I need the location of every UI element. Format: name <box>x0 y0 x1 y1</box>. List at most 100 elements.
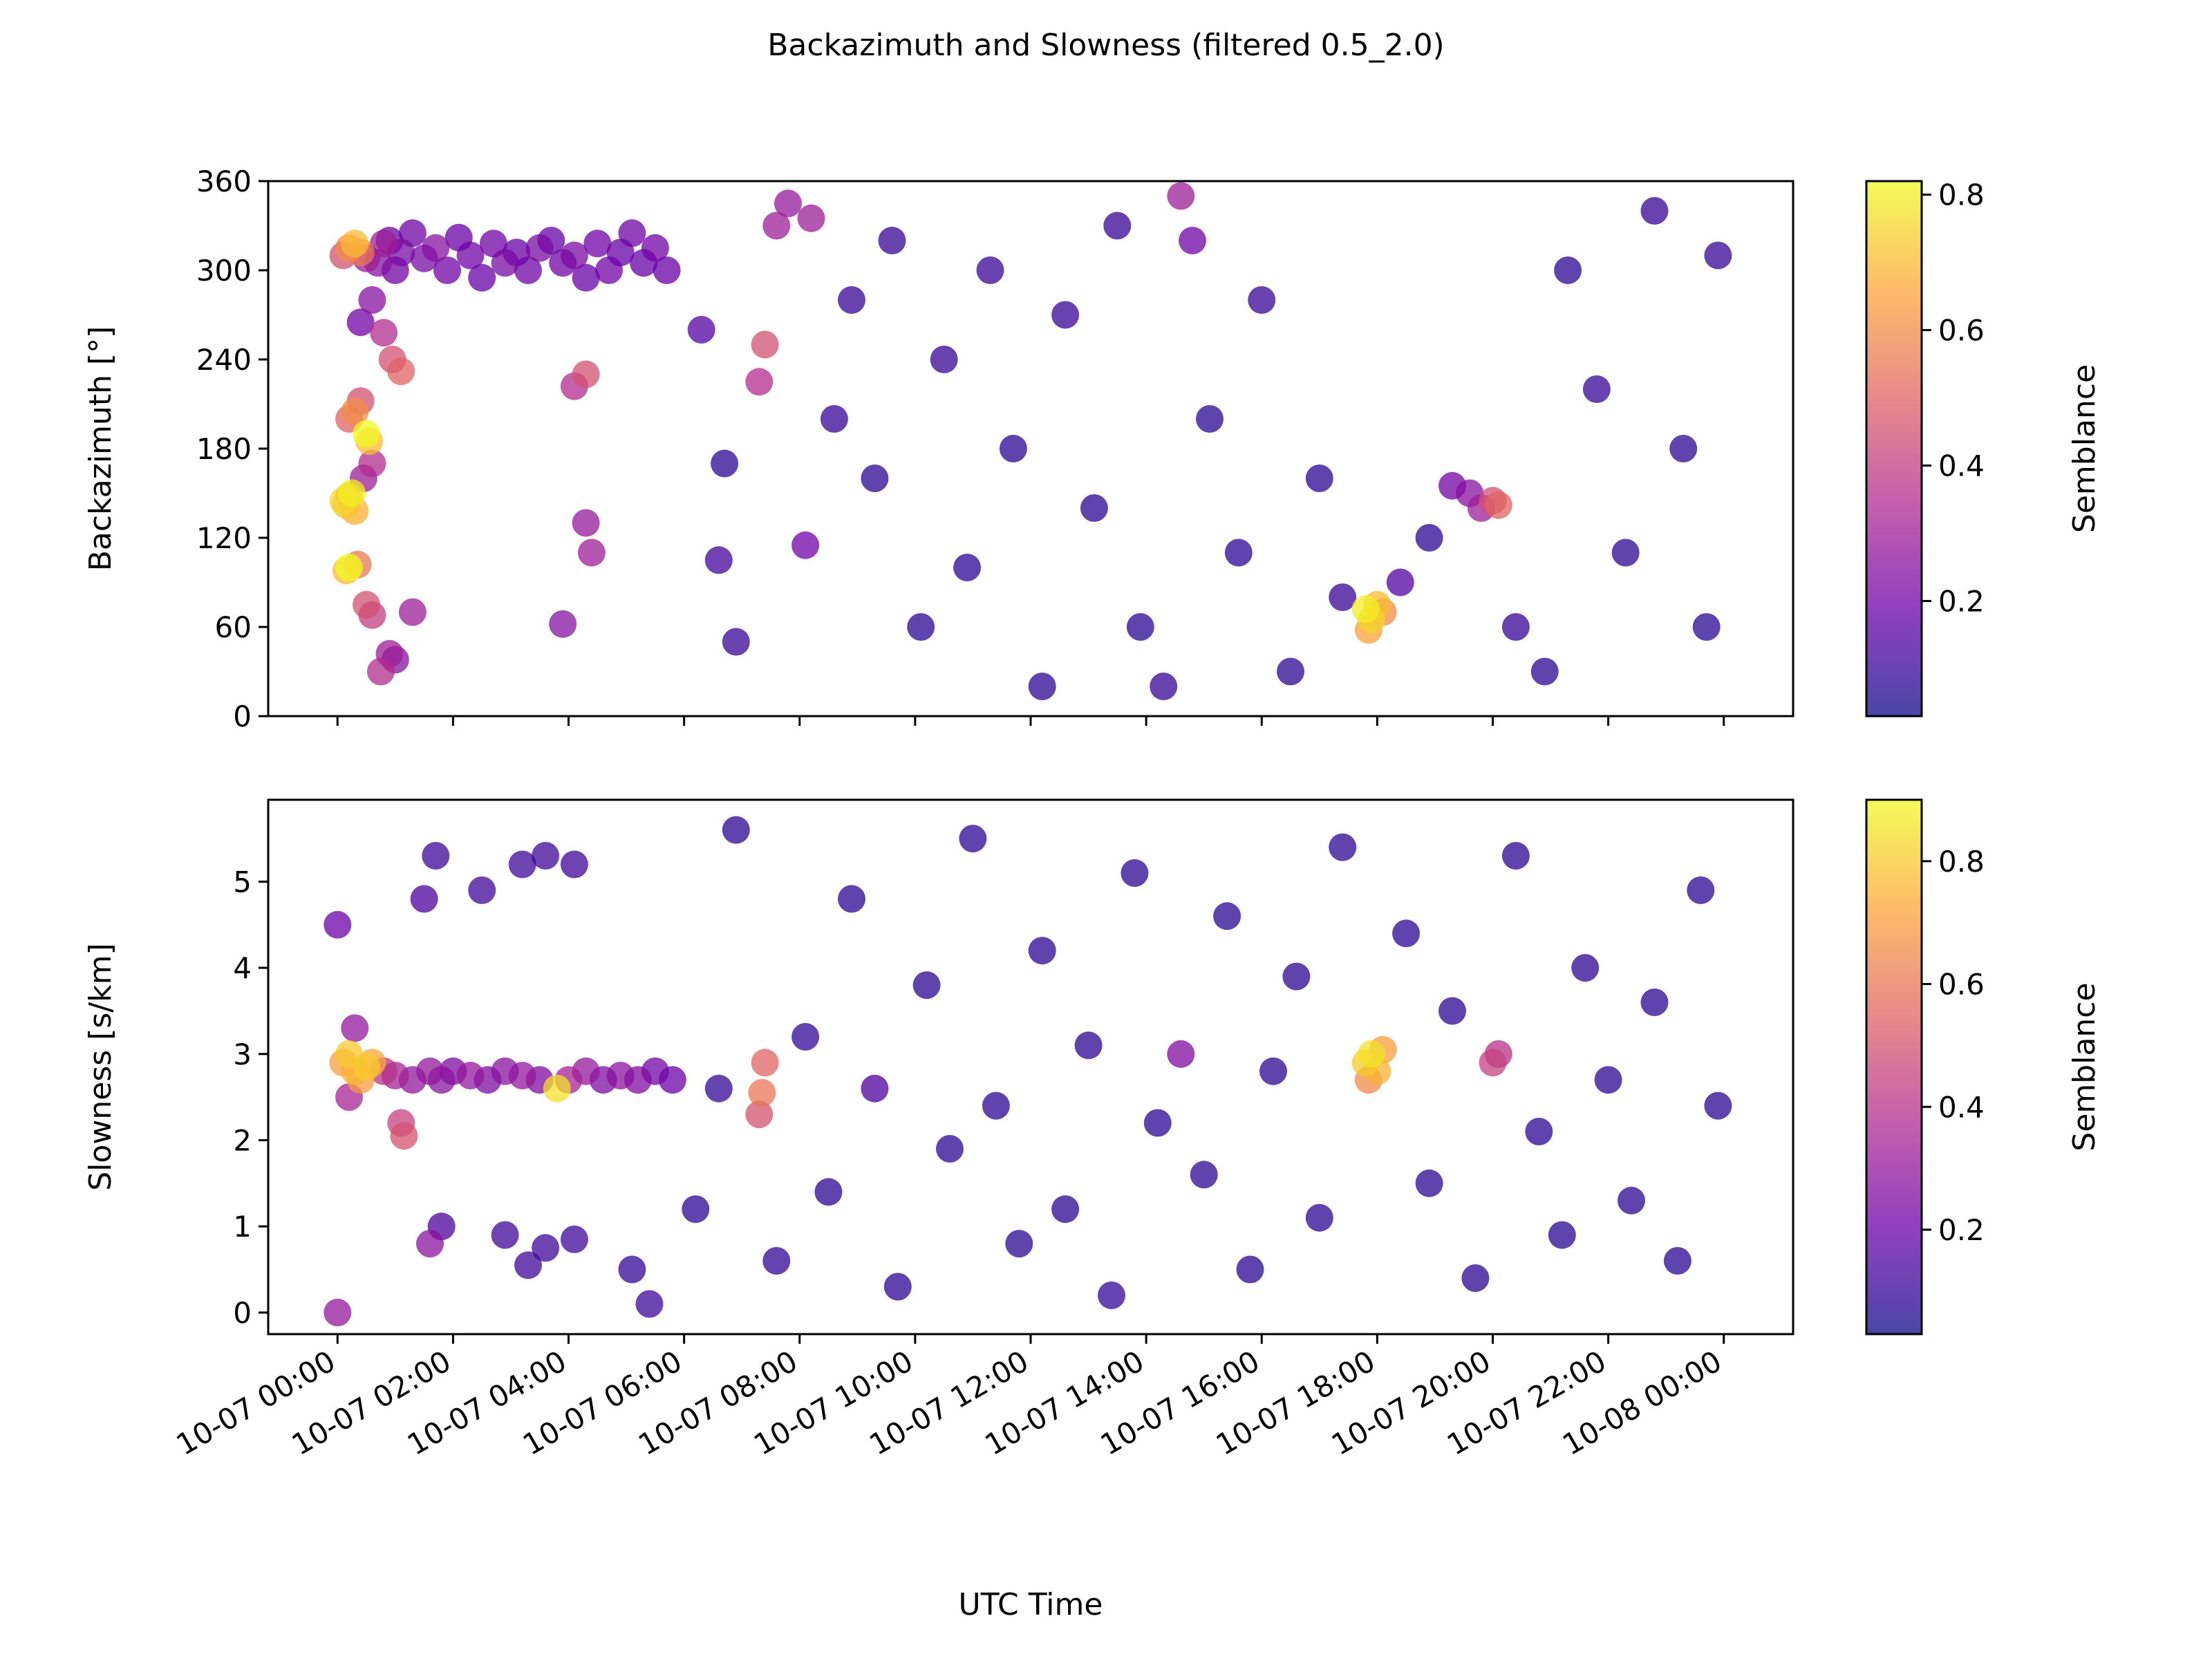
y-tick-label: 360 <box>196 165 252 198</box>
scatter-point <box>525 234 554 262</box>
scatter-point <box>1687 876 1715 904</box>
scatter-point <box>1080 494 1108 522</box>
scatter-point <box>1236 1255 1264 1284</box>
scatter-point <box>953 554 982 581</box>
colorbar-tick-label: 0.4 <box>1938 449 1985 482</box>
scatter-point <box>791 1022 820 1051</box>
y-tick-label: 1 <box>233 1210 252 1244</box>
scatter-point <box>1028 673 1056 700</box>
colorbar-tick-label: 0.2 <box>1938 1213 1985 1247</box>
scatter-point <box>682 1195 710 1224</box>
scatter-point <box>878 227 906 254</box>
scatter-point <box>1525 1118 1553 1145</box>
scatter-point <box>1190 1161 1218 1189</box>
scatter-point <box>722 628 750 656</box>
colorbar-label: Semblance <box>2067 982 2102 1151</box>
scatter-point <box>1282 962 1311 991</box>
scatter-point <box>338 479 366 507</box>
scatter-point <box>1501 842 1530 870</box>
scatter-point <box>341 229 369 258</box>
y-tick-label: 180 <box>196 432 252 466</box>
scatter-point <box>814 1178 843 1206</box>
scatter-point <box>387 357 415 386</box>
scatter-point <box>456 1062 485 1089</box>
scatter-point <box>514 1251 542 1280</box>
scatter-point <box>1248 286 1276 314</box>
scatter-point <box>1305 1203 1333 1232</box>
scatter-point <box>838 885 865 913</box>
scatter-point <box>1669 435 1698 462</box>
scatter-point <box>410 885 438 913</box>
scatter-point <box>1213 902 1241 930</box>
scatter-point <box>930 346 958 373</box>
scatter-point <box>341 397 369 426</box>
scatter-point <box>366 657 395 686</box>
scatter-point <box>1501 613 1530 641</box>
scatter-point <box>1484 491 1512 519</box>
scatter-point <box>358 449 386 478</box>
scatter-point <box>861 1074 889 1103</box>
scatter-point <box>1179 227 1206 254</box>
scatter-point <box>1479 1049 1507 1077</box>
scatter-point <box>1150 673 1178 700</box>
figure-title: Backazimuth and Slowness (filtered 0.5_2… <box>767 28 1445 63</box>
scatter-point <box>1196 405 1224 433</box>
scatter-point <box>370 319 398 347</box>
scatter-point <box>358 286 386 314</box>
scatter-point <box>560 241 588 270</box>
scatter-point <box>1028 937 1056 965</box>
scatter-point <box>508 850 536 879</box>
scatter-point <box>1386 568 1414 597</box>
y-tick-label: 5 <box>233 865 252 899</box>
scatter-point <box>1277 657 1304 686</box>
colorbar-tick-label: 0.4 <box>1938 1090 1985 1124</box>
scatter-point <box>1167 1040 1195 1068</box>
y-tick-label: 4 <box>233 951 252 985</box>
y-axis-label: Slowness [s/km] <box>83 943 118 1190</box>
scatter-point <box>1640 988 1669 1016</box>
scatter-point <box>1224 538 1253 567</box>
scatter-point <box>390 1122 418 1150</box>
colorbar-tick-label: 0.6 <box>1938 968 1985 1002</box>
scatter-point <box>532 1234 560 1262</box>
colorbar-tick-label: 0.6 <box>1938 314 1985 348</box>
scatter-point <box>572 263 600 292</box>
y-tick-label: 120 <box>196 521 252 555</box>
scatter-point <box>653 256 681 284</box>
scatter-point <box>936 1134 964 1163</box>
y-tick-label: 3 <box>233 1038 252 1071</box>
y-tick-label: 240 <box>196 343 252 377</box>
scatter-point <box>324 1298 352 1327</box>
colorbar-slowness <box>1866 800 1922 1334</box>
scatter-point <box>491 1221 519 1249</box>
scatter-point <box>751 330 779 359</box>
scatter-point <box>912 971 941 1000</box>
scatter-point <box>618 219 646 247</box>
scatter-point <box>1143 1109 1172 1137</box>
scatter-point <box>1329 583 1357 611</box>
scatter-point <box>711 449 739 478</box>
scatter-point <box>999 435 1027 462</box>
y-tick-label: 60 <box>215 610 252 644</box>
scatter-point <box>572 360 600 388</box>
colorbar-tick-label: 0.2 <box>1938 584 1985 618</box>
scatter-point <box>572 509 600 537</box>
scatter-point <box>422 842 450 870</box>
y-tick-label: 0 <box>233 1296 252 1330</box>
scatter-point <box>745 1100 774 1129</box>
scatter-point <box>1554 256 1582 284</box>
scatter-point <box>335 554 363 581</box>
scatter-point <box>1618 1186 1645 1215</box>
scatter-point <box>1103 212 1132 240</box>
y-axis-label: Backazimuth [°] <box>83 326 118 572</box>
scatter-point <box>468 263 496 292</box>
scatter-point <box>583 229 612 258</box>
scatter-point <box>774 189 802 218</box>
scatter-point <box>959 825 987 853</box>
scatter-point <box>1530 657 1559 686</box>
y-tick-label: 2 <box>233 1123 252 1157</box>
scatter-point <box>745 368 774 396</box>
scatter-point <box>1438 997 1466 1025</box>
scatter-point <box>353 1053 381 1081</box>
